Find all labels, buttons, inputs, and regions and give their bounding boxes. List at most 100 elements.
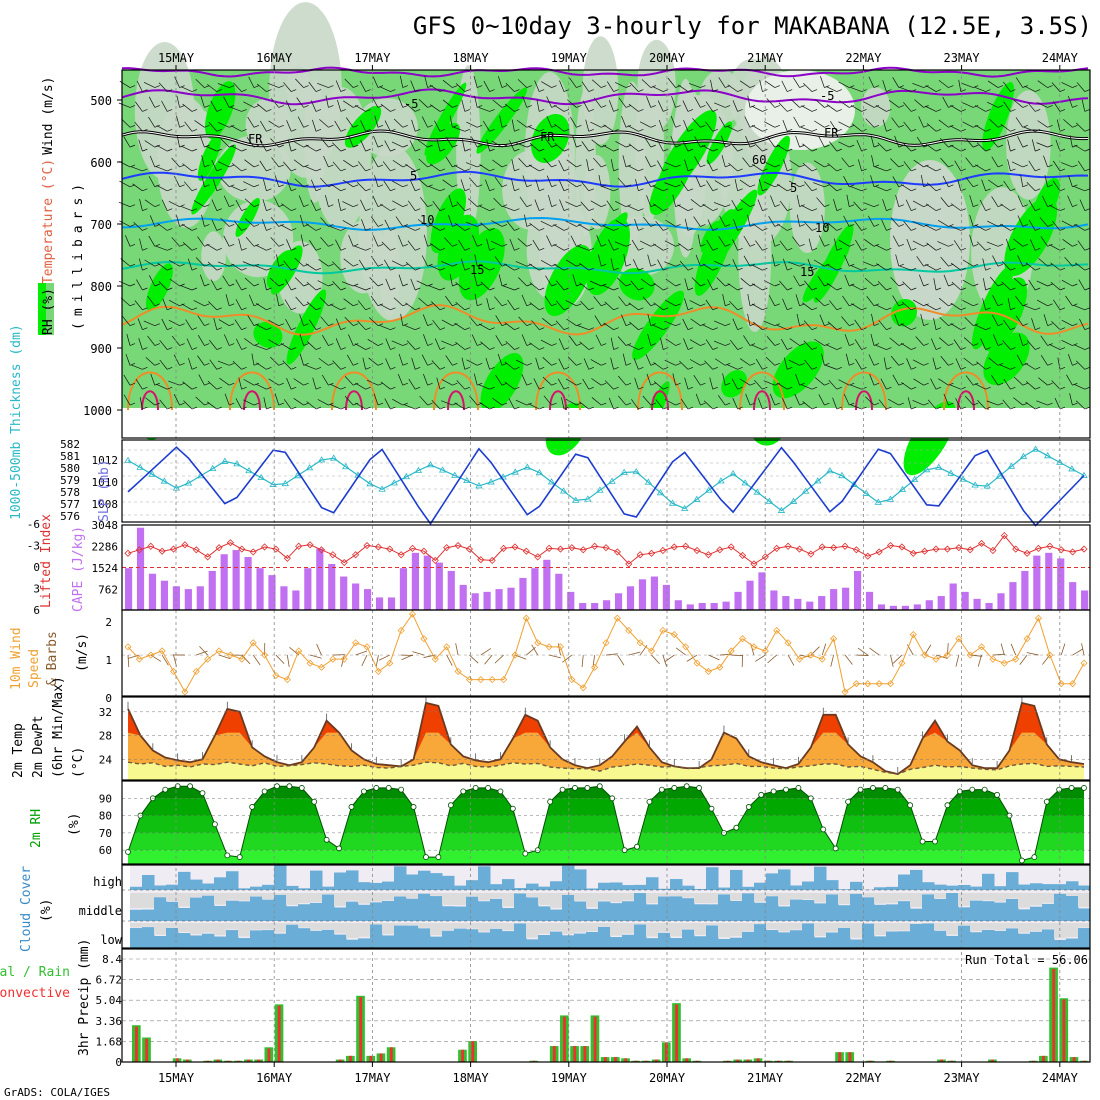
wind-barb [653, 381, 664, 390]
wind-barb-flag [725, 343, 731, 346]
cloud-cell [982, 873, 995, 890]
wind-barb [795, 373, 800, 386]
wind-barb [308, 319, 317, 330]
wind-barb [1052, 220, 1061, 231]
thickness-point [874, 498, 882, 505]
wind-barb [779, 280, 788, 291]
wind-barb-flag [973, 402, 979, 406]
wind-barb-flag [1059, 327, 1066, 331]
wind-point [124, 643, 132, 651]
thickness-point [148, 470, 156, 477]
wind-barb-flag [1010, 228, 1016, 231]
wind-barb-flag [365, 267, 371, 271]
wind-barb [567, 356, 577, 366]
wind-barb-flag [985, 168, 991, 172]
wind-barb [647, 313, 652, 326]
wind-barb [348, 334, 354, 346]
wind-barb [1028, 160, 1036, 172]
wind-barb-flag [266, 327, 272, 331]
wind-barb-flag [266, 128, 272, 132]
surface-strip [122, 408, 1090, 438]
wind-barb-10m [651, 654, 660, 665]
wind-barb-flag [154, 243, 160, 247]
x-tick-bottom: 16MAY [256, 1071, 293, 1085]
wind-barb [478, 323, 490, 330]
wind-barb [862, 261, 875, 267]
wind-barb-flag [997, 144, 1004, 148]
wind-barb [1061, 279, 1073, 287]
wind-barb [618, 97, 627, 108]
wind-barb-flag [1022, 363, 1028, 366]
wind-barb [504, 103, 515, 112]
wind-barb [818, 136, 825, 148]
wind-barb [695, 254, 701, 267]
wind-barb [182, 381, 193, 390]
wind-barb [1064, 256, 1073, 267]
wind-barb [644, 136, 652, 148]
wind-barb [895, 194, 900, 207]
wind-barb [912, 221, 924, 227]
cloud-cell-clear [490, 893, 503, 899]
contour-label: 15 [470, 263, 484, 277]
wind-barb [888, 398, 899, 406]
cloud-cell [994, 902, 1007, 921]
cape-ylabel-group: CAPE (J/kg) [71, 526, 86, 612]
wind-barb [174, 76, 180, 88]
rh-point [981, 786, 988, 793]
wind-barb [329, 304, 341, 311]
wind-barb [980, 338, 986, 350]
wind-barb-flag [452, 204, 458, 207]
wind-barb-flag [415, 267, 421, 271]
wind-barb [210, 100, 218, 112]
thickness-point [1068, 465, 1076, 472]
wind-barb-flag [787, 287, 793, 291]
wind-barb-flag [935, 327, 942, 331]
cloud-cell-clear [142, 923, 155, 927]
wind-barb [436, 377, 441, 390]
wind-barb-flag [278, 402, 284, 406]
wind-barb [449, 115, 453, 128]
wind-barb-flag [452, 243, 458, 247]
wind-barb-flag [179, 303, 185, 307]
wind-barb [342, 201, 354, 207]
wind-barb-flag [948, 184, 954, 188]
cloud-cell [1042, 929, 1055, 948]
cloud-cell-clear [826, 923, 839, 932]
wind-barb [579, 282, 590, 291]
cloud-cell-clear [670, 923, 683, 937]
wind-barb [827, 222, 838, 231]
wind-barb-flag [377, 124, 384, 128]
wind-barb [168, 299, 180, 307]
precip-bar-convective [349, 1055, 352, 1062]
wind-barb [807, 258, 813, 271]
wind-barb-10m [1000, 643, 1005, 656]
wind-barb-flag [402, 105, 408, 108]
wind-barb [424, 75, 428, 88]
wind-barb-flag [898, 124, 904, 128]
wind-barb-flag [452, 184, 458, 188]
cloud-cell [334, 934, 347, 948]
wind-barb-flag [861, 327, 867, 331]
wind-barb-flag [179, 105, 185, 108]
cloud-cell [526, 897, 539, 921]
cloud-cell-clear [970, 923, 983, 932]
cloud-cell-clear [226, 923, 239, 930]
wind-point [488, 676, 496, 684]
wind-barb [593, 157, 602, 168]
rh-point [522, 850, 529, 857]
wind-barb [694, 136, 701, 148]
wind-barb [148, 176, 156, 187]
wind-barb [256, 362, 267, 370]
wind-barb-flag [278, 105, 284, 108]
wind-barb-flag [725, 303, 731, 307]
wind-barb-flag [539, 367, 545, 370]
wind-barb-flag [340, 406, 346, 410]
wind-point [352, 639, 360, 647]
wind-barb-flag [179, 164, 185, 168]
wind-barb-flag [811, 367, 818, 370]
wind-barb-flag [824, 363, 830, 366]
thickness-point [305, 464, 314, 471]
wind-barb [184, 121, 193, 132]
cloud-cell [646, 877, 659, 890]
rh-point [870, 785, 876, 791]
